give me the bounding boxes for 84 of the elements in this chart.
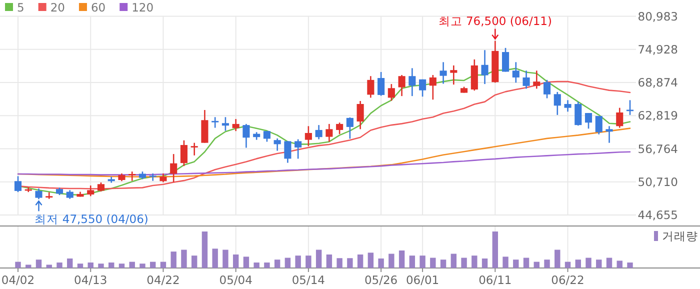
bar xyxy=(56,262,62,268)
bar xyxy=(316,250,322,268)
legend-label: 5 xyxy=(17,0,24,14)
bar xyxy=(88,262,94,268)
x-tick-label: 05/26 xyxy=(364,273,398,287)
bar xyxy=(575,260,581,268)
bar xyxy=(482,258,488,268)
bar xyxy=(326,254,332,268)
bar xyxy=(77,264,84,268)
bar xyxy=(534,262,540,268)
bar xyxy=(336,258,342,268)
annotation: 최저 47,550 (04/06) xyxy=(34,212,148,226)
bar xyxy=(347,258,353,268)
bar xyxy=(67,258,73,268)
bar xyxy=(140,264,146,268)
x-tick-label: 06/01 xyxy=(406,273,440,287)
bar xyxy=(430,258,436,268)
bar xyxy=(606,258,612,268)
bar xyxy=(295,256,301,268)
x-tick-label: 05/04 xyxy=(219,273,252,287)
y-tick-label: 80,983 xyxy=(638,9,678,24)
bar xyxy=(160,262,166,268)
annotation: 최고 76,500 (06/11) xyxy=(438,14,552,28)
bar xyxy=(118,264,125,268)
bar xyxy=(596,260,602,268)
bar xyxy=(472,256,478,268)
legend-label: 20 xyxy=(50,0,65,14)
y-tick-label: 62,819 xyxy=(638,108,678,123)
x-tick-label: 04/22 xyxy=(146,273,180,287)
bar xyxy=(461,258,467,268)
bar xyxy=(398,250,405,268)
bar xyxy=(36,260,42,268)
bar xyxy=(15,262,21,268)
legend-label: 120 xyxy=(132,0,154,14)
bar xyxy=(264,262,270,268)
bar xyxy=(170,252,176,268)
bar xyxy=(564,262,571,268)
bar xyxy=(26,264,32,268)
bar xyxy=(232,254,239,268)
bar xyxy=(450,254,457,268)
bar xyxy=(284,258,291,268)
x-tick-label: 06/11 xyxy=(478,273,512,287)
bar xyxy=(357,254,364,268)
bar xyxy=(306,256,312,268)
bar xyxy=(388,254,394,268)
bar xyxy=(254,262,260,268)
bar xyxy=(616,260,622,268)
x-tick-label: 04/02 xyxy=(1,273,35,287)
y-tick-label: 50,710 xyxy=(638,174,678,189)
bar xyxy=(420,256,426,268)
bar xyxy=(554,250,560,268)
bar xyxy=(98,264,104,268)
legend-label: 거래량 xyxy=(662,229,698,243)
x-tick-label: 04/13 xyxy=(74,273,108,287)
bar xyxy=(108,262,114,268)
bar xyxy=(378,258,384,268)
bar xyxy=(523,258,530,268)
bar xyxy=(181,250,187,268)
bar xyxy=(513,260,519,268)
bar xyxy=(274,260,280,268)
y-tick-label: 56,764 xyxy=(638,142,678,156)
bar xyxy=(368,252,374,268)
bar xyxy=(191,256,198,268)
bar xyxy=(222,250,228,268)
bar xyxy=(202,232,208,268)
x-tick-label: 06/22 xyxy=(551,273,584,287)
bar xyxy=(46,264,52,268)
bar xyxy=(586,258,592,268)
legend: 거래량 xyxy=(654,229,698,243)
bar xyxy=(212,248,218,268)
bar xyxy=(492,232,498,268)
y-tick-label: 74,928 xyxy=(638,42,678,56)
y-tick-label: 44,655 xyxy=(638,208,678,222)
y-tick-label: 68,874 xyxy=(638,76,678,90)
bar xyxy=(409,256,416,268)
bar xyxy=(627,262,633,268)
bar xyxy=(243,256,250,268)
bar xyxy=(544,260,550,268)
bar xyxy=(129,262,135,268)
bar xyxy=(502,256,508,268)
bar xyxy=(150,262,156,268)
bar xyxy=(440,260,446,268)
legend-label: 60 xyxy=(90,0,106,14)
x-tick-label: 05/14 xyxy=(292,273,326,287)
